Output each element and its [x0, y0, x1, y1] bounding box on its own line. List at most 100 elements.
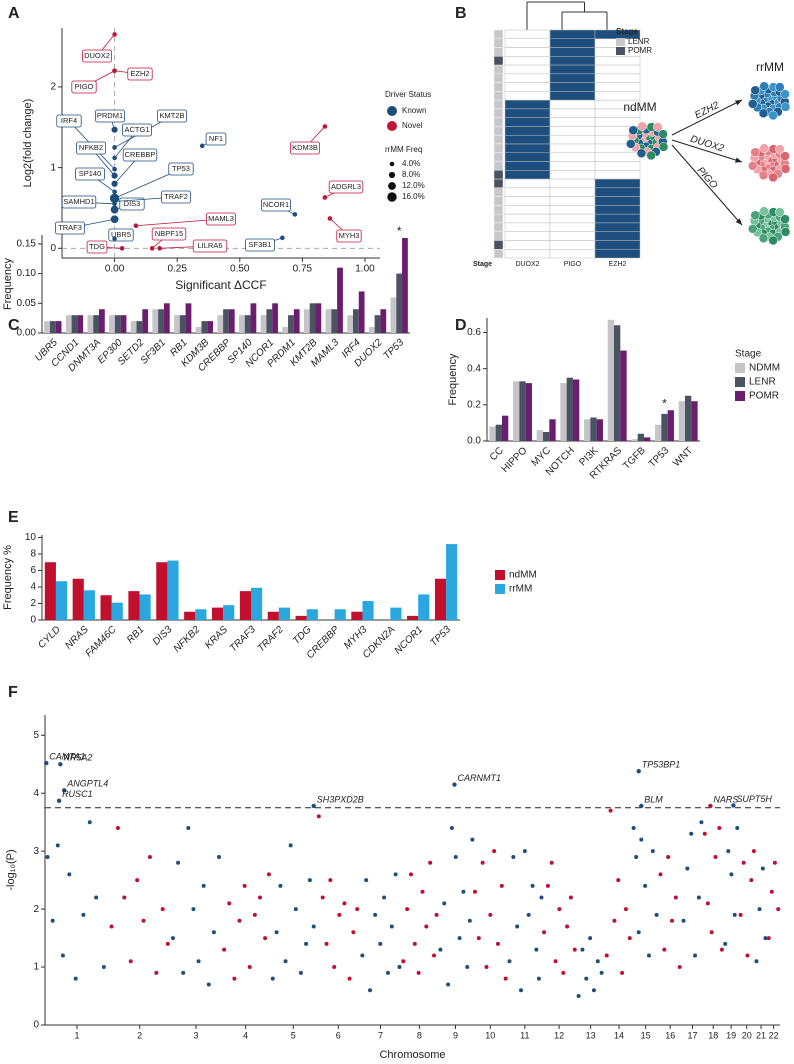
hit-label: CARNMT1 [457, 773, 501, 783]
stage-cell [493, 38, 504, 48]
stage-cell [493, 99, 504, 110]
x-tick-label: 4 [243, 1030, 248, 1040]
bar [139, 594, 151, 620]
bar [446, 544, 458, 620]
snp-point [760, 866, 765, 871]
bar [549, 419, 556, 441]
y-axis-title: Log2(fold change) [22, 99, 34, 188]
y-tick-label: 2 [30, 598, 36, 609]
label-box [151, 227, 187, 241]
label-box [328, 180, 364, 194]
cell [653, 122, 663, 132]
snp-point [738, 912, 743, 917]
arrow-head [735, 100, 742, 106]
heatmap-cell [504, 178, 551, 189]
point [110, 215, 119, 224]
arrow [671, 139, 743, 163]
y-tick-label: 0 [50, 243, 56, 254]
y-tick-label: 0.05 [17, 298, 37, 309]
snp-point [191, 907, 196, 912]
cell [759, 143, 769, 153]
snp-point [507, 959, 512, 964]
heatmap-cell [504, 134, 551, 145]
bar [543, 431, 550, 441]
snp-point [257, 895, 262, 900]
point [112, 236, 117, 241]
column-label: DUOX2 [515, 261, 539, 268]
point-label: PIGO [75, 82, 94, 91]
bar [407, 615, 419, 620]
legend-label: LENR [749, 377, 776, 388]
x-tick-label: NCOR1 [393, 624, 426, 657]
snp-point [67, 872, 72, 877]
snp-point [769, 889, 774, 894]
snp-point [636, 930, 641, 935]
heatmap-cell [504, 99, 551, 110]
panel-label: D [455, 317, 467, 334]
bar [566, 377, 573, 441]
snp-point [368, 988, 373, 993]
snp-point [534, 947, 539, 952]
heatmap-cell [594, 73, 641, 83]
snp-point [201, 883, 206, 888]
arrow-head [735, 218, 742, 225]
x-tick-label: 5 [291, 1030, 296, 1040]
heatmap-cell [594, 187, 641, 197]
label-box [71, 80, 97, 94]
y-tick-label: 1 [33, 962, 39, 973]
y-axis-title: Frequency % [2, 545, 14, 610]
heatmap-cell [549, 231, 596, 241]
significance-marker: * [662, 396, 667, 410]
snp-point [685, 866, 690, 871]
x-tick-label: 11 [520, 1030, 529, 1040]
legend-label: LENR [628, 37, 650, 46]
x-tick-label: 9 [453, 1030, 458, 1040]
snp-point [749, 878, 754, 883]
heatmap-cell [549, 178, 596, 189]
heatmap-cell [549, 187, 596, 197]
y-tick-label: 4 [30, 582, 36, 593]
bar [519, 381, 526, 441]
snp-point [247, 965, 252, 970]
snp-point [666, 854, 671, 859]
legend-swatch [735, 391, 745, 401]
x-tick-label: CYLD [36, 624, 63, 651]
arrow-label: PIGO [695, 165, 720, 191]
bar [71, 315, 78, 333]
point [112, 189, 117, 195]
bar [167, 560, 179, 620]
bar [49, 321, 56, 333]
size-legend-label: 12.0% [402, 181, 425, 190]
heatmap-cell [549, 126, 596, 136]
cell [759, 206, 769, 216]
snp-point [94, 895, 99, 900]
heatmap-cell [594, 64, 641, 75]
bar [309, 303, 316, 333]
point-label: NFKB2 [79, 143, 103, 152]
bar [228, 309, 235, 333]
bar [174, 315, 180, 333]
bar [142, 309, 149, 333]
snp-point [420, 889, 425, 894]
cell [637, 121, 647, 131]
legend-label: POMR [749, 391, 779, 402]
x-axis-title: Significant ΔCCF [175, 278, 266, 292]
snp-point [604, 953, 609, 958]
label-box [168, 162, 194, 176]
snp-point [307, 878, 312, 883]
x-tick-label: 18 [708, 1030, 718, 1040]
point [112, 199, 117, 204]
size-legend-swatch [388, 182, 396, 190]
size-legend-swatch [387, 192, 397, 202]
point-label: KMT2B [159, 111, 184, 120]
snp-point [495, 941, 500, 946]
bar [295, 615, 307, 620]
size-legend-swatch [389, 161, 395, 167]
point [322, 195, 328, 200]
snp-point [719, 947, 724, 952]
bar [572, 379, 580, 441]
point-label: SF3B1 [249, 240, 272, 249]
point-label: DUOX2 [84, 51, 110, 60]
snp-point [397, 965, 402, 970]
heatmap-cell [594, 91, 641, 101]
